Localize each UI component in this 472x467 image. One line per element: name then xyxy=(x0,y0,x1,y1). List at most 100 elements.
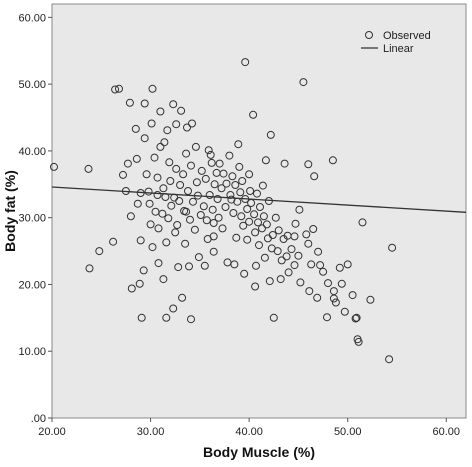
fit-line-linear xyxy=(51,186,467,213)
data-point xyxy=(351,314,360,323)
data-point xyxy=(225,151,234,160)
data-point xyxy=(187,161,195,170)
data-point xyxy=(182,207,191,216)
data-point xyxy=(209,247,218,256)
data-point xyxy=(153,173,162,182)
y-tick-label: 20.00 xyxy=(18,279,46,291)
data-point xyxy=(229,209,238,217)
data-point xyxy=(188,119,196,128)
data-point xyxy=(146,220,155,229)
data-point xyxy=(153,191,162,199)
data-point xyxy=(165,158,174,167)
y-axis-title: Body fat (%) xyxy=(2,170,18,252)
data-point xyxy=(162,238,171,247)
data-point xyxy=(204,146,213,155)
data-point xyxy=(136,236,145,245)
data-point xyxy=(246,187,255,195)
data-point xyxy=(219,169,228,178)
y-tick-label: 40.00 xyxy=(18,146,46,158)
data-point xyxy=(184,187,192,195)
data-point xyxy=(276,275,285,284)
data-point xyxy=(217,184,226,193)
data-point xyxy=(109,237,118,246)
data-point xyxy=(159,275,168,284)
data-point xyxy=(175,197,184,205)
data-point xyxy=(95,247,104,256)
data-point xyxy=(207,158,216,167)
plot-area xyxy=(51,3,467,419)
y-axis-ticks: .00 10.00 20.00 30.00 40.00 50.00 60.00 xyxy=(18,12,52,425)
data-point xyxy=(269,313,278,322)
data-point xyxy=(127,284,136,293)
data-point xyxy=(156,107,165,116)
data-point xyxy=(245,217,254,226)
data-point xyxy=(388,243,397,252)
data-point xyxy=(171,228,180,237)
data-point xyxy=(169,304,178,313)
data-point xyxy=(156,142,165,151)
data-point xyxy=(196,211,205,219)
data-point xyxy=(221,203,230,211)
data-point xyxy=(215,159,224,168)
data-point xyxy=(260,253,269,262)
data-point xyxy=(125,98,134,107)
data-point xyxy=(304,160,313,169)
data-point xyxy=(251,282,260,291)
data-point xyxy=(214,213,223,222)
data-point xyxy=(227,195,236,204)
data-point xyxy=(210,180,219,189)
data-point xyxy=(232,233,241,242)
data-point xyxy=(205,191,214,199)
data-point xyxy=(296,278,305,287)
data-point xyxy=(123,159,132,168)
data-point xyxy=(199,202,208,211)
data-point xyxy=(319,267,328,276)
data-point xyxy=(203,235,212,243)
data-point xyxy=(253,189,261,198)
data-point xyxy=(206,150,215,159)
data-point xyxy=(353,335,362,344)
data-point xyxy=(316,261,325,270)
data-point xyxy=(358,218,367,227)
data-point xyxy=(307,260,316,269)
data-point xyxy=(238,177,247,185)
data-point xyxy=(236,188,245,197)
data-point xyxy=(258,224,266,233)
data-point xyxy=(172,120,181,129)
data-point xyxy=(323,313,331,322)
data-point xyxy=(329,294,338,303)
data-point xyxy=(213,195,222,203)
data-point xyxy=(181,239,190,248)
data-point xyxy=(226,191,235,199)
data-point xyxy=(337,279,346,288)
data-point xyxy=(158,209,167,218)
data-point xyxy=(343,260,352,269)
data-point xyxy=(235,162,244,171)
data-point xyxy=(174,263,183,272)
x-axis-ticks: 20.00 30.00 40.00 50.00 60.00 xyxy=(38,418,460,438)
data-point xyxy=(249,110,258,119)
data-point xyxy=(243,205,252,213)
data-point xyxy=(137,313,146,322)
data-point xyxy=(161,193,170,201)
data-point xyxy=(268,231,277,239)
fit-line-layer xyxy=(51,186,467,213)
data-point xyxy=(251,228,260,237)
data-point xyxy=(190,225,199,234)
data-point xyxy=(243,235,252,244)
data-point xyxy=(282,252,291,261)
data-point xyxy=(265,277,274,286)
data-point xyxy=(277,256,286,265)
data-point xyxy=(167,201,176,210)
data-point xyxy=(267,244,276,253)
data-point xyxy=(169,100,178,109)
data-point xyxy=(302,230,311,239)
legend: Observed Linear xyxy=(361,30,431,55)
data-point xyxy=(164,214,173,223)
points-layer xyxy=(50,58,397,364)
data-point xyxy=(144,187,153,196)
data-point xyxy=(111,85,120,94)
data-point xyxy=(331,298,340,307)
data-point xyxy=(234,140,243,149)
data-point xyxy=(126,212,135,221)
